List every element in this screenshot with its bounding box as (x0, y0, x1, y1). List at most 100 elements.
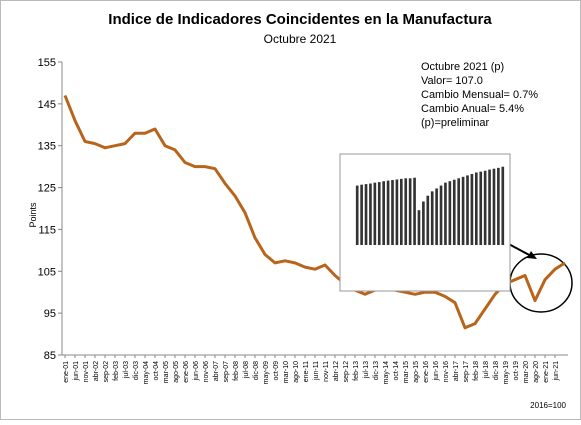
inset-bar (413, 177, 416, 245)
x-tick-label: feb-13 (353, 361, 360, 381)
x-tick-label: nov-16 (443, 361, 450, 383)
y-tick-label: 95 (44, 308, 56, 320)
x-tick-label: sep-12 (343, 361, 350, 383)
inset-bar (355, 185, 359, 245)
x-tick-label: ene-16 (423, 361, 430, 383)
y-axis-label: Points (28, 202, 38, 228)
y-tick-label: 125 (38, 183, 56, 195)
inset-bar (408, 178, 412, 245)
x-tick-label: ago-05 (173, 361, 180, 383)
inset-bar (426, 195, 430, 245)
inset-bar (377, 182, 381, 245)
x-tick-label: sep-07 (223, 361, 230, 383)
inset-bar (430, 191, 434, 245)
x-tick-label: ene-01 (63, 361, 70, 383)
x-tick-label: mar-15 (403, 361, 410, 383)
x-tick-label: dic-18 (493, 361, 500, 380)
x-tick-label: abr-17 (453, 361, 460, 381)
base-note: 2016=100 (530, 401, 566, 410)
inset-bar (452, 179, 456, 245)
annotation: Cambio Anual= 5.4% (421, 103, 524, 115)
inset-bar (360, 184, 363, 245)
inset-bar (364, 184, 368, 245)
inset-bar (435, 188, 438, 245)
annotation: Cambio Mensual= 0.7% (421, 89, 538, 101)
x-tick-label: jun-21 (553, 361, 560, 382)
x-tick-label: mar-20 (523, 361, 530, 383)
inset-bar (404, 178, 408, 245)
y-tick-label: 145 (38, 99, 56, 111)
inset-bar (492, 168, 496, 245)
x-tick-label: may-14 (383, 361, 390, 384)
inset-bar (457, 178, 460, 245)
x-tick-label: ene-21 (543, 361, 550, 383)
data-line (63, 94, 566, 330)
x-tick-label: ago-15 (413, 361, 420, 383)
x-tick-label: jul-18 (483, 361, 490, 379)
x-tick-label: may-19 (503, 361, 510, 384)
inset-bar (373, 182, 377, 245)
x-tick-label: oct-04 (153, 361, 160, 381)
y-tick-label: 105 (38, 266, 56, 278)
x-tick-label: oct-09 (273, 361, 280, 381)
x-tick-label: jun-16 (433, 361, 440, 382)
inset-bar (479, 171, 483, 245)
x-tick-label: sep-02 (103, 361, 110, 383)
x-tick-label: ago-20 (533, 361, 540, 383)
x-tick-label: jun-01 (73, 361, 80, 382)
inset-bar (400, 178, 403, 245)
y-tick-label: 135 (38, 141, 56, 153)
x-tick-label: dic-03 (133, 361, 140, 380)
x-tick-label: mar-10 (283, 361, 290, 383)
inset-bar (417, 210, 421, 245)
x-tick-label: feb-03 (113, 361, 120, 381)
x-tick-label: jul-13 (363, 361, 370, 379)
x-tick-label: dic-08 (253, 361, 260, 380)
inset-bar (461, 176, 465, 245)
x-tick-label: ene-11 (303, 361, 310, 382)
inset-bar (466, 175, 469, 245)
chart-subtitle: Octubre 2021 (264, 32, 337, 46)
y-tick-label: 115 (38, 224, 56, 236)
x-tick-label: jul-08 (243, 361, 250, 379)
inset-bar (386, 180, 390, 245)
inset-bar (422, 201, 425, 245)
annotation: Valor= 107.0 (421, 75, 483, 87)
inset-bar (483, 170, 487, 245)
inset-bar (488, 169, 491, 245)
x-tick-label: ene-06 (183, 361, 190, 383)
x-tick-label: may-04 (143, 361, 150, 384)
inset-bar (444, 182, 447, 245)
x-tick-label: dic-13 (373, 361, 380, 380)
x-tick-label: oct-14 (393, 361, 400, 381)
inset-bar (382, 181, 385, 245)
x-tick-label: jun-11 (313, 361, 320, 381)
annotation: (p)=preliminar (421, 117, 489, 129)
x-tick-label: may-09 (263, 361, 270, 384)
x-tick-label: feb-08 (233, 361, 240, 381)
x-tick-label: feb-18 (473, 361, 480, 381)
x-tick-label: jul-03 (123, 361, 130, 379)
x-tick-label: oct-19 (513, 361, 520, 381)
y-tick-label: 155 (38, 57, 56, 69)
inset-bar (501, 166, 505, 245)
x-tick-label: mar-05 (163, 361, 170, 383)
inset-bar (470, 173, 474, 245)
inset-bar (439, 185, 443, 245)
annotation: Octubre 2021 (p) (421, 61, 504, 73)
y-tick-label: 85 (44, 350, 56, 362)
x-tick-label: abr-02 (93, 361, 100, 381)
inset-bar (391, 180, 394, 245)
inset-bar (475, 172, 478, 245)
x-tick-label: nov-01 (83, 361, 90, 383)
inset-bar (448, 181, 452, 245)
x-tick-label: abr-07 (213, 361, 220, 381)
x-tick-label: abr-12 (333, 361, 340, 381)
x-tick-label: jun-06 (193, 361, 200, 382)
inset-bar (395, 179, 399, 245)
x-tick-label: nov-11 (323, 361, 330, 382)
x-tick-label: sep-17 (463, 361, 470, 383)
x-tick-label: nov-06 (203, 361, 210, 383)
x-tick-label: ago-10 (293, 361, 300, 383)
